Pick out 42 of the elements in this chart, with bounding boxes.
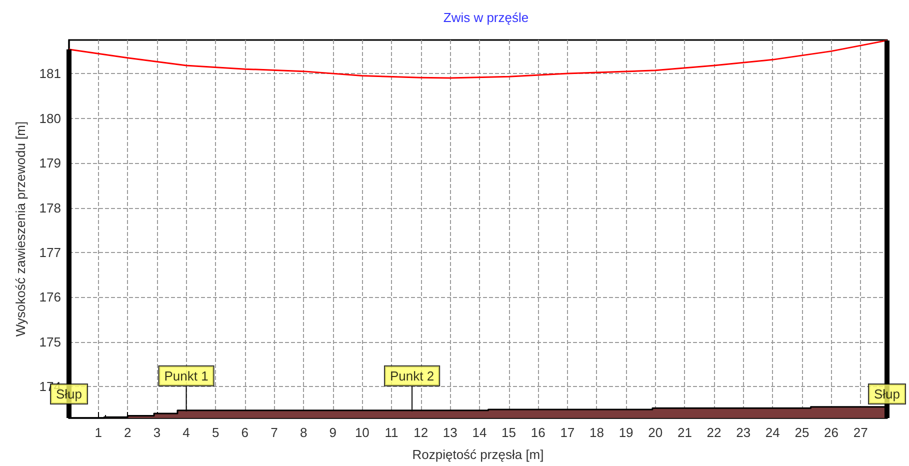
x-tick-label: 13 <box>442 425 458 440</box>
x-tick-label: 14 <box>472 425 487 440</box>
x-tick-label: 21 <box>677 425 692 440</box>
x-tick-label: 7 <box>270 425 278 440</box>
x-tick-label: 23 <box>736 425 751 440</box>
y-tick-label: 179 <box>39 156 61 171</box>
annotation: Punkt 1 <box>164 368 208 384</box>
ref-line-label: Słup <box>874 386 900 402</box>
x-tick-label: 26 <box>824 425 839 440</box>
x-tick-label: 17 <box>560 425 575 440</box>
y-tick-label: 181 <box>39 66 61 82</box>
x-tick-label: 5 <box>212 425 220 440</box>
y-tick-label: 175 <box>39 334 61 350</box>
x-tick-label: 9 <box>329 425 336 440</box>
x-tick-label: 6 <box>241 425 249 440</box>
line-series <box>68 40 888 79</box>
y-tick-label: 178 <box>39 200 61 216</box>
y-tick-label: 180 <box>39 110 61 126</box>
x-tick-label: 11 <box>384 425 398 440</box>
x-tick-label: 19 <box>618 425 634 440</box>
x-tick-label: 25 <box>794 425 810 440</box>
annotation: Punkt 2 <box>390 368 434 384</box>
x-tick-label: 16 <box>530 425 546 440</box>
x-tick-label: 20 <box>648 425 663 440</box>
x-tick-label: 10 <box>354 425 370 440</box>
x-tick-label: 22 <box>706 425 722 440</box>
x-tick-label: 12 <box>414 425 428 440</box>
x-tick-label: 8 <box>300 425 308 440</box>
chart-title: Zwis w przęśle <box>443 10 529 25</box>
x-tick-label: 27 <box>853 425 868 440</box>
x-tick-label: 1 <box>94 425 102 440</box>
x-tick-label: 18 <box>590 425 604 440</box>
ref-line-label: Słup <box>56 386 82 402</box>
y-axis-title: Wysokość zawieszenia przewodu [m] <box>13 121 28 337</box>
x-tick-label: 2 <box>124 425 132 440</box>
x-tick-label: 24 <box>765 425 780 440</box>
x-tick-label: 4 <box>182 425 190 440</box>
x-axis-title: Rozpiętość przęsła [m] <box>412 447 544 462</box>
y-tick-label: 177 <box>39 244 61 260</box>
x-tick-label: 3 <box>153 425 161 440</box>
y-tick-label: 176 <box>39 290 61 305</box>
x-tick-label: 15 <box>502 425 516 440</box>
